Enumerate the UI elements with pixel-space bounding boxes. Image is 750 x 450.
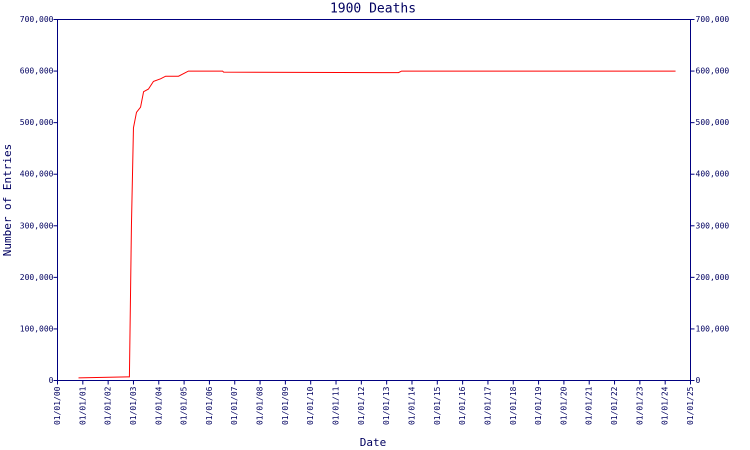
x-tick-label: 01/01/07 <box>230 386 239 425</box>
x-tick-label: 01/01/21 <box>585 386 594 425</box>
y-axis-label: Number of Entries <box>1 144 14 257</box>
y2-tick-label: 400,000 <box>696 170 730 179</box>
plot-frame <box>57 19 691 381</box>
y2-tick-label: 100,000 <box>696 324 730 333</box>
x-tick-label: 01/01/19 <box>534 386 543 425</box>
y2-tick-label: 700,000 <box>696 15 730 24</box>
chart-title: 1900 Deaths <box>330 2 416 17</box>
x-tick-label: 01/01/13 <box>382 386 391 425</box>
x-tick-label: 01/01/15 <box>433 386 442 425</box>
y-tick-label: 500,000 <box>20 118 54 127</box>
y2-tick-label: 300,000 <box>696 221 730 230</box>
x-axis-label: Date <box>360 436 387 449</box>
x-tick-label: 01/01/05 <box>180 386 189 425</box>
x-tick-label: 01/01/01 <box>78 386 87 425</box>
x-tick-label: 01/01/24 <box>661 386 670 425</box>
x-tick-label: 01/01/17 <box>483 386 492 425</box>
series-line <box>78 70 676 379</box>
x-tick-label: 01/01/23 <box>635 386 644 425</box>
x-tick-label: 01/01/08 <box>256 386 265 425</box>
x-tick-label: 01/01/06 <box>205 386 214 425</box>
y2-tick-label: 0 <box>696 376 701 385</box>
y-tick-label: 200,000 <box>20 273 54 282</box>
y2-tick-label: 600,000 <box>696 67 730 76</box>
x-tick-label: 01/01/04 <box>154 386 163 425</box>
x-tick-label: 01/01/02 <box>104 386 113 425</box>
y-tick-label: 600,000 <box>20 67 54 76</box>
x-tick-label: 01/01/25 <box>686 386 695 425</box>
y-tick-label: 400,000 <box>20 170 54 179</box>
x-tick-label: 01/01/00 <box>53 386 62 425</box>
x-tick-label: 01/01/20 <box>559 386 568 425</box>
x-tick-label: 01/01/12 <box>357 386 366 425</box>
y-tick-label: 300,000 <box>20 221 54 230</box>
x-tick-label: 01/01/16 <box>458 386 467 425</box>
y-tick-label: 0 <box>49 376 54 385</box>
x-tick-label: 01/01/14 <box>407 386 416 425</box>
x-tick-label: 01/01/22 <box>610 386 619 425</box>
x-tick-label: 01/01/11 <box>332 386 341 425</box>
x-tick-label: 01/01/09 <box>281 386 290 425</box>
x-tick-label: 01/01/10 <box>306 386 315 425</box>
x-tick-label: 01/01/03 <box>129 386 138 425</box>
y2-tick-label: 500,000 <box>696 118 730 127</box>
y-tick-label: 100,000 <box>20 324 54 333</box>
x-tick-label: 01/01/18 <box>509 386 518 425</box>
y-tick-label: 700,000 <box>20 15 54 24</box>
y2-tick-label: 200,000 <box>696 273 730 282</box>
